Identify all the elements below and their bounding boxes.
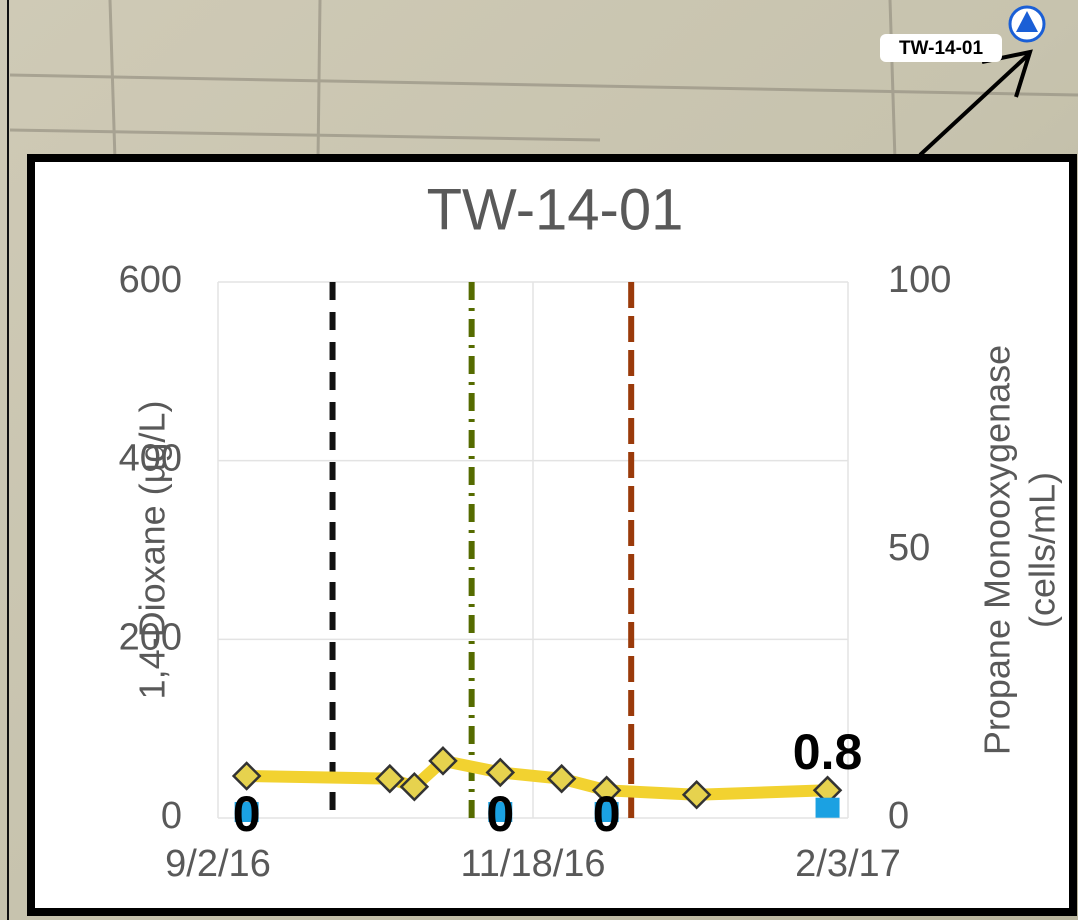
map-label-box xyxy=(880,34,1002,62)
y-tick-label: 200 xyxy=(119,616,182,658)
data-point xyxy=(485,757,516,788)
data-point xyxy=(231,761,262,791)
well-marker-icon xyxy=(1016,11,1038,32)
y2-axis-label: Propane Monooxygenase xyxy=(977,345,1018,755)
chart-title: TW-14-01 xyxy=(427,177,684,242)
y2-axis-label: (cells/mL) xyxy=(1022,472,1063,628)
data-point xyxy=(375,763,405,794)
map-roads xyxy=(9,0,1078,161)
x-tick-label: 11/18/16 xyxy=(460,843,605,885)
y-tick-label: 600 xyxy=(119,259,182,301)
data-point xyxy=(546,763,577,794)
y2-tick-label: 50 xyxy=(888,527,930,569)
data-label: 0 xyxy=(593,786,621,842)
y-tick-label: 0 xyxy=(161,795,182,837)
data-point xyxy=(594,802,619,822)
chart-panel xyxy=(27,154,1077,916)
y-axis-label: 1,4-Dioxane (µg/L) xyxy=(132,401,173,700)
data-point xyxy=(681,780,712,810)
data-label: 0.8 xyxy=(793,724,863,780)
y2-tick-label: 100 xyxy=(888,259,951,301)
y2-tick-label: 0 xyxy=(888,795,909,837)
data-point xyxy=(488,802,513,822)
x-tick-label: 9/2/16 xyxy=(165,843,271,885)
data-label: 0 xyxy=(486,786,514,842)
y-tick-label: 400 xyxy=(119,438,182,480)
data-point xyxy=(234,802,259,822)
callout-arrow xyxy=(918,53,1030,157)
data-point xyxy=(428,746,458,776)
data-point xyxy=(815,797,840,818)
data-label: 0 xyxy=(233,786,261,842)
x-tick-label: 2/3/17 xyxy=(795,843,901,885)
data-point xyxy=(399,771,430,802)
map-label: TW-14-01 xyxy=(899,38,984,59)
